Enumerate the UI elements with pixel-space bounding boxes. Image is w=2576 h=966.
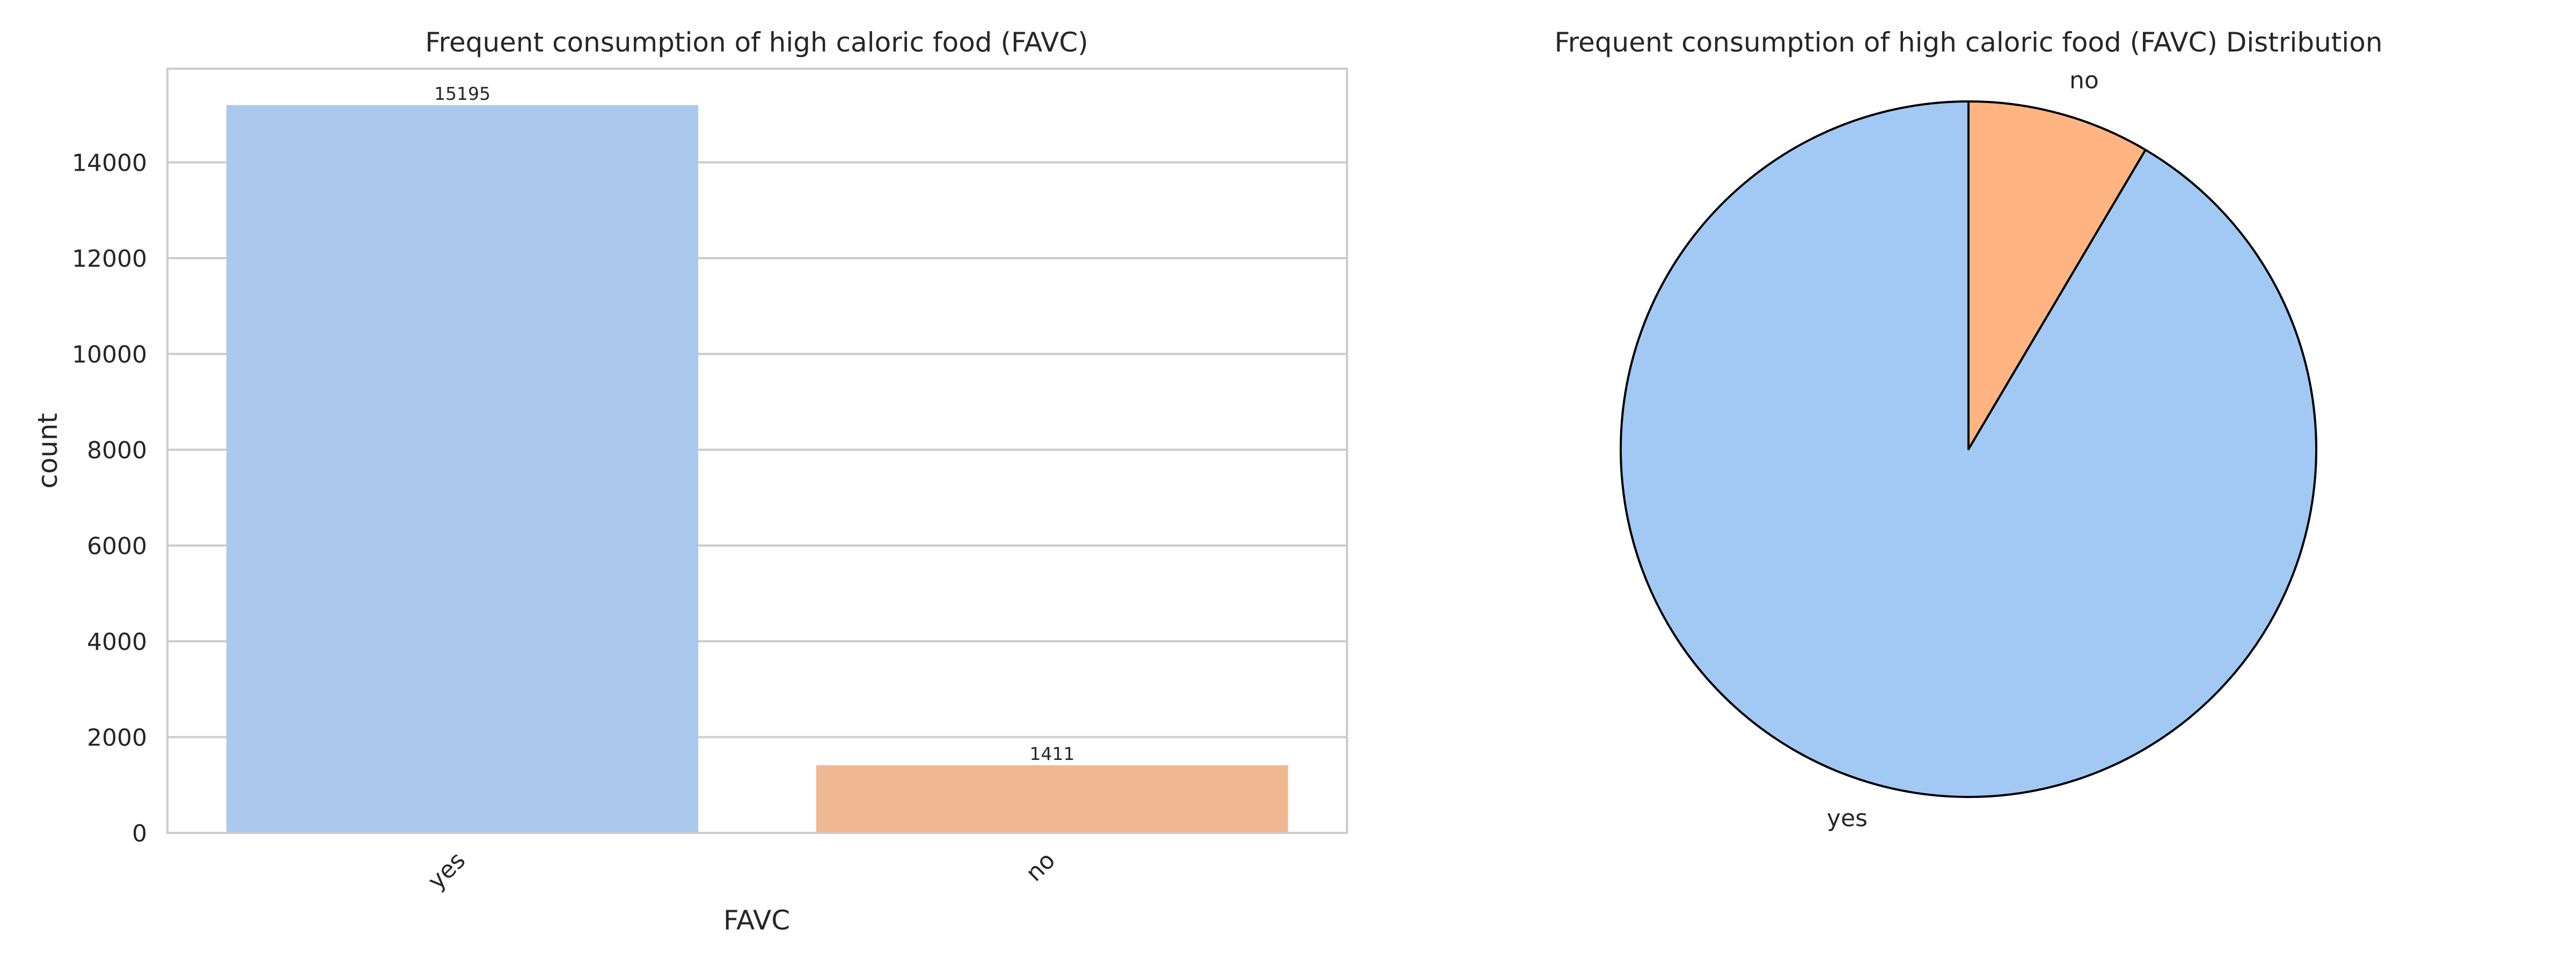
bar-chart-y-tick-label: 4000 [87,628,147,656]
bar-chart-x-axis-label: FAVC [723,905,790,936]
pie-label-yes: yes [1827,805,1868,832]
bar-chart-title: Frequent consumption of high caloric foo… [425,27,1088,58]
pie-chart: Frequent consumption of high caloric foo… [1554,27,2382,832]
bar-chart-x-ticks: yes no [422,847,1060,895]
bar-chart-y-tick-label: 10000 [72,341,147,368]
bar-chart-y-axis-label: count [32,413,63,488]
bar-chart-x-tick-label: no [1020,847,1060,887]
bar-chart-y-tick-label: 12000 [72,245,147,273]
bar-yes [226,105,699,833]
pie-label-no: no [2069,67,2099,94]
bar-no [816,765,1289,833]
bar-chart-y-tick-label: 2000 [87,724,147,751]
pie-chart-slices [1620,100,2317,798]
bar-chart-data-labels: 15195 1411 [434,83,1074,764]
bar-chart: Frequent consumption of high caloric foo… [32,27,1348,936]
bar-data-label-no: 1411 [1030,743,1075,764]
bar-chart-y-ticks: 0 2000 4000 6000 8000 10000 12000 14000 [72,149,147,847]
bar-chart-y-tick-label: 0 [132,820,147,847]
bar-chart-bars [226,105,1289,833]
bar-chart-y-tick-label: 14000 [72,149,147,177]
bar-data-label-yes: 15195 [434,83,491,104]
bar-chart-y-tick-label: 8000 [87,437,147,464]
bar-chart-x-tick-label: yes [422,847,471,895]
pie-chart-labels: yes no [1827,67,2099,832]
pie-chart-title: Frequent consumption of high caloric foo… [1554,27,2382,58]
bar-chart-y-tick-label: 6000 [87,532,147,560]
bar-chart-frame [166,68,1348,834]
pie-slice-no [1967,100,2147,450]
